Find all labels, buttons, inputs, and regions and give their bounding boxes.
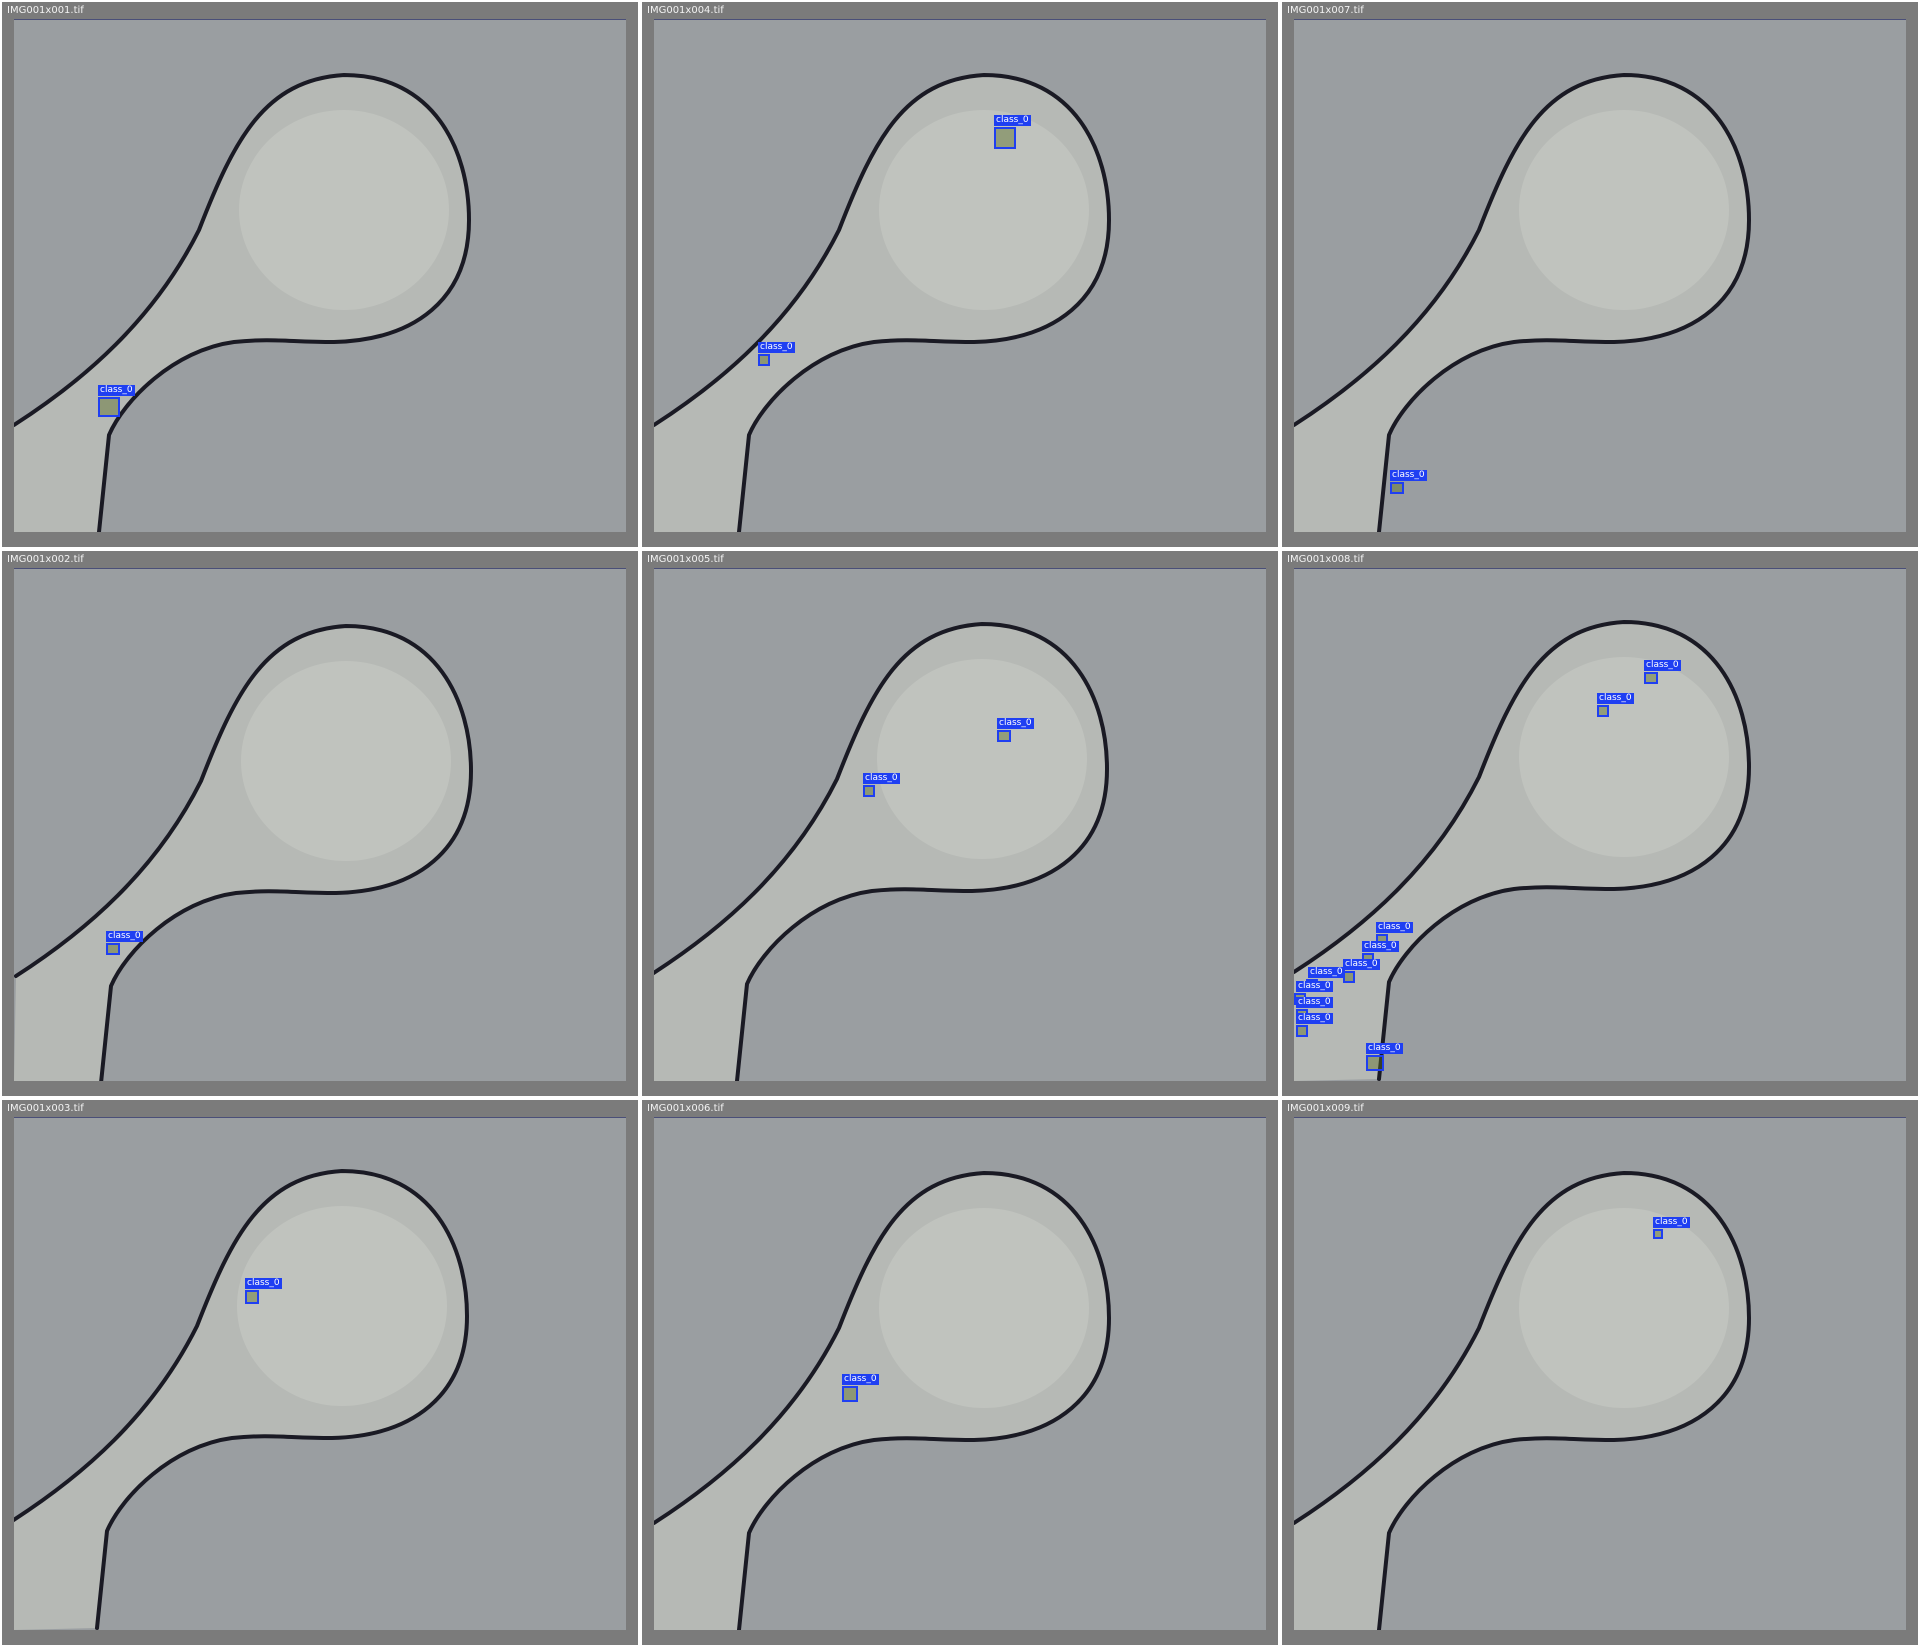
detection-box	[1366, 1055, 1384, 1071]
microchannel-drawing	[1294, 619, 1752, 1081]
panel-title: IMG001x009.tif	[1287, 1103, 1364, 1114]
microchannel-drawing	[14, 72, 472, 532]
detection-label: class_0	[1296, 981, 1333, 992]
title-divider	[654, 1117, 1266, 1118]
image-panel: IMG001x007.tif class_0	[1282, 2, 1918, 547]
detection-box	[245, 1290, 259, 1304]
detection-label: class_0	[1308, 967, 1345, 978]
detection-label: class_0	[758, 342, 795, 353]
detection-label: class_0	[245, 1278, 282, 1289]
detection-label: class_0	[1343, 959, 1380, 970]
channel-wall	[1294, 619, 1752, 1081]
bulb-highlight	[239, 110, 449, 310]
detection-label: class_0	[1362, 941, 1399, 952]
bulb-highlight	[241, 661, 451, 861]
detection-label: class_0	[997, 718, 1034, 729]
panel-title: IMG001x001.tif	[7, 5, 84, 16]
channel-wall	[14, 623, 474, 1081]
channel-wall	[654, 1170, 1112, 1630]
microchannel-drawing	[654, 1170, 1112, 1630]
detection-label: class_0	[1376, 922, 1413, 933]
microscope-image: class_0 class_0	[654, 569, 1266, 1081]
bulb-highlight	[1519, 1208, 1729, 1408]
title-divider	[14, 19, 626, 20]
channel-wall	[14, 72, 472, 532]
microscope-image: class_0 class_0	[654, 20, 1266, 532]
bulb-highlight	[877, 659, 1087, 859]
bulb-highlight	[1519, 657, 1729, 857]
microchannel-drawing	[654, 72, 1112, 532]
title-divider	[1294, 19, 1906, 20]
image-panel: IMG001x001.tif class_0	[2, 2, 638, 547]
detection-label: class_0	[1296, 1013, 1333, 1024]
detection-box	[758, 354, 770, 366]
panel-title: IMG001x004.tif	[647, 5, 724, 16]
detection-label: class_0	[1644, 660, 1681, 671]
title-divider	[1294, 1117, 1906, 1118]
channel-wall	[654, 621, 1110, 1081]
channel-wall	[1294, 1170, 1752, 1630]
image-panel: IMG001x008.tif class_0 class_0 class_0 class…	[1282, 551, 1918, 1096]
title-divider	[1294, 568, 1906, 569]
microscope-image: class_0	[1294, 20, 1906, 532]
microchannel-drawing	[14, 1168, 470, 1630]
title-divider	[654, 568, 1266, 569]
microscope-image: class_0	[14, 20, 626, 532]
image-panel: IMG001x006.tif class_0	[642, 1100, 1278, 1645]
detection-box	[997, 730, 1011, 742]
panel-title: IMG001x006.tif	[647, 1103, 724, 1114]
image-panel: IMG001x004.tif class_0 class_0	[642, 2, 1278, 547]
title-divider	[14, 1117, 626, 1118]
detection-label: class_0	[106, 931, 143, 942]
panel-title: IMG001x007.tif	[1287, 5, 1364, 16]
detection-box	[863, 785, 875, 797]
detection-label: class_0	[98, 385, 135, 396]
microchannel-drawing	[1294, 72, 1752, 532]
detection-box	[1343, 971, 1355, 983]
bulb-highlight	[879, 110, 1089, 310]
detection-box	[842, 1386, 858, 1402]
image-panel: IMG001x003.tif class_0	[2, 1100, 638, 1645]
detection-label: class_0	[994, 115, 1031, 126]
detection-box	[994, 127, 1016, 149]
detection-box	[1296, 1025, 1308, 1037]
detection-label: class_0	[842, 1374, 879, 1385]
microscope-image: class_0	[14, 1118, 626, 1630]
panel-title: IMG001x005.tif	[647, 554, 724, 565]
detection-box	[98, 397, 120, 417]
panel-title: IMG001x008.tif	[1287, 554, 1364, 565]
panel-title: IMG001x002.tif	[7, 554, 84, 565]
detection-box	[1597, 705, 1609, 717]
microscope-image: class_0	[1294, 1118, 1906, 1630]
detection-label: class_0	[1296, 997, 1333, 1008]
image-panel: IMG001x002.tif class_0	[2, 551, 638, 1096]
channel-wall	[1294, 72, 1752, 532]
panel-title: IMG001x003.tif	[7, 1103, 84, 1114]
microchannel-drawing	[14, 623, 474, 1081]
detection-label: class_0	[863, 773, 900, 784]
microchannel-drawing	[1294, 1170, 1752, 1630]
image-panel: IMG001x009.tif class_0	[1282, 1100, 1918, 1645]
detection-box	[1390, 482, 1404, 494]
bulb-highlight	[879, 1208, 1089, 1408]
channel-wall	[14, 1168, 470, 1630]
channel-wall	[654, 72, 1112, 532]
detection-label: class_0	[1653, 1217, 1690, 1228]
microscope-image: class_0	[654, 1118, 1266, 1630]
microscope-image: class_0	[14, 569, 626, 1081]
detection-label: class_0	[1597, 693, 1634, 704]
title-divider	[14, 568, 626, 569]
detection-box	[106, 943, 120, 955]
title-divider	[654, 19, 1266, 20]
detection-label: class_0	[1366, 1043, 1403, 1054]
detection-box	[1653, 1229, 1663, 1239]
microchannel-drawing	[654, 621, 1110, 1081]
microscope-image: class_0 class_0 class_0 class_0 class_0 class…	[1294, 569, 1906, 1081]
detection-label: class_0	[1390, 470, 1427, 481]
bulb-highlight	[1519, 110, 1729, 310]
image-panel: IMG001x005.tif class_0 class_0	[642, 551, 1278, 1096]
detection-box	[1644, 672, 1658, 684]
bulb-highlight	[237, 1206, 447, 1406]
